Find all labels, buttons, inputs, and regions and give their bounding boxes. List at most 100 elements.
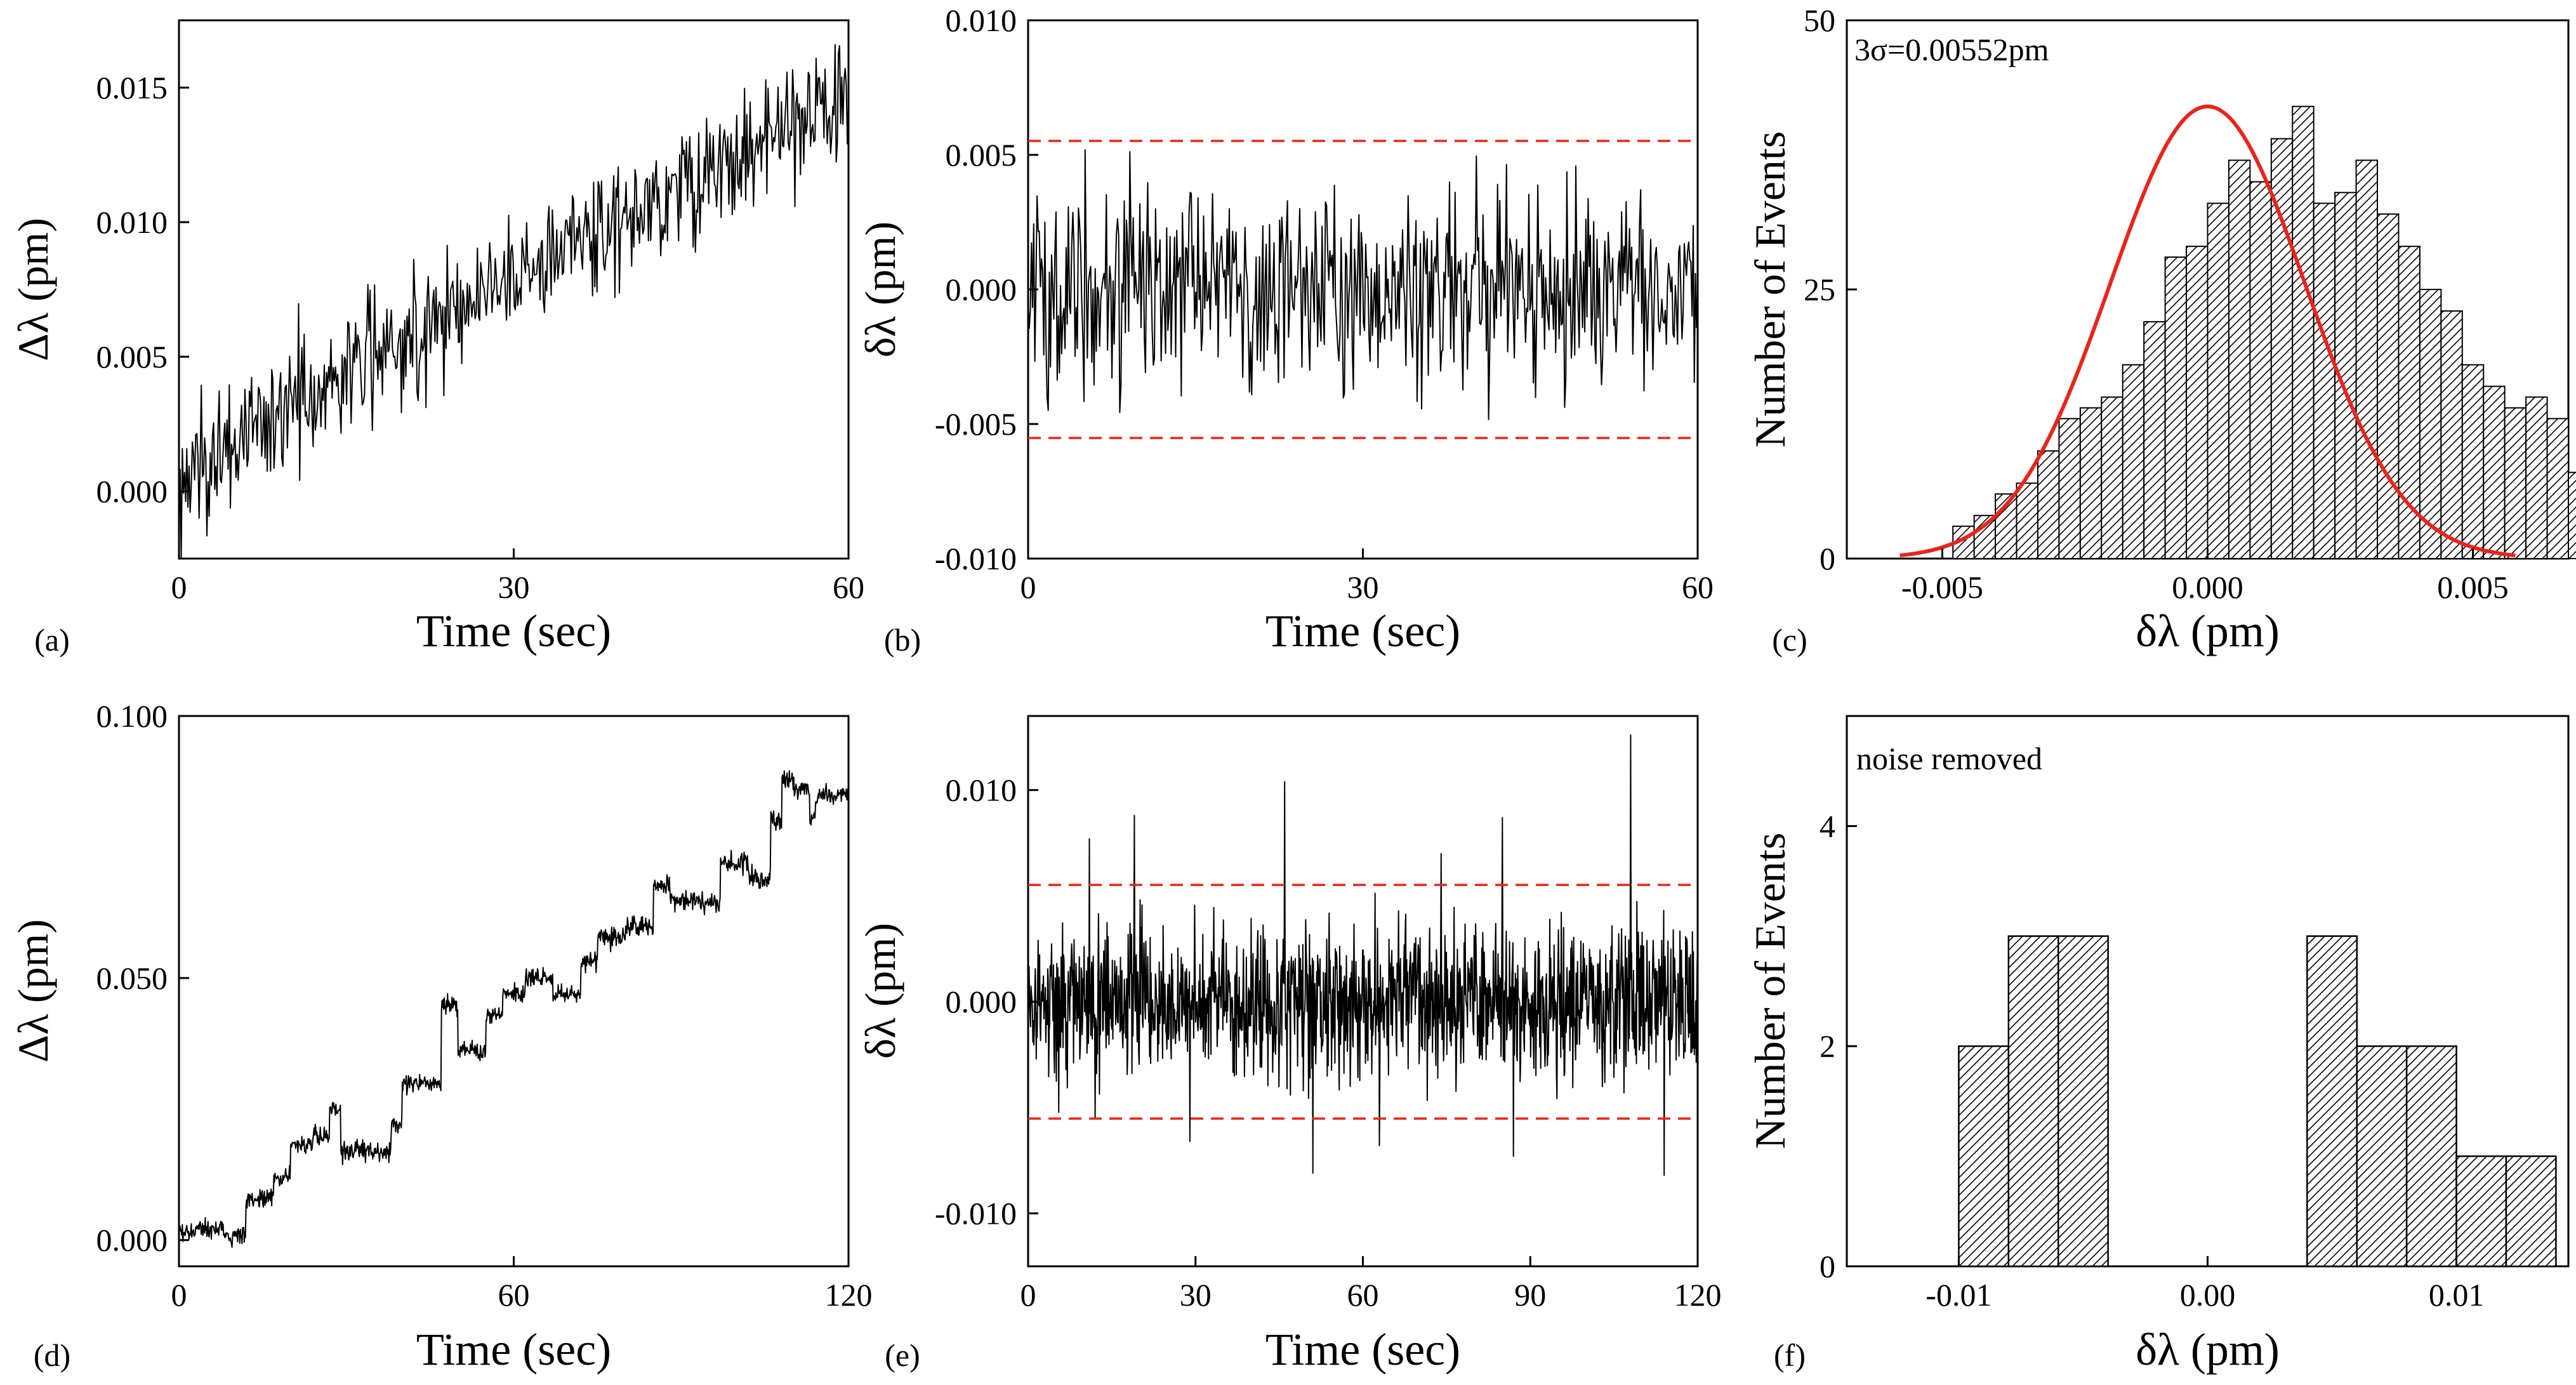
panel-e-axes: 0 30 60 90 120 -0.010 0.000 0.010: [935, 772, 1722, 1313]
histogram-bar: [2525, 396, 2548, 559]
histogram-bar: [2143, 321, 2166, 559]
data-trace: [178, 44, 849, 559]
y-tick-label: -0.005: [935, 406, 1017, 442]
y-tick-label: 0: [1820, 1249, 1835, 1284]
histogram-bar: [2483, 385, 2506, 559]
panel-c-plot: [1899, 104, 2576, 560]
data-trace: [1027, 149, 1698, 420]
panel-b-xlabel: Time (sec): [1265, 606, 1460, 656]
x-tick-label: 90: [1514, 1277, 1546, 1313]
histogram-bar: [2405, 1045, 2457, 1268]
x-tick-label: 120: [825, 1277, 873, 1313]
y-tick-label: -0.010: [935, 1196, 1017, 1231]
panel-e-xlabel: Time (sec): [1265, 1324, 1460, 1375]
histogram-bar: [2101, 396, 2124, 559]
panel-b-plot: [1027, 140, 1698, 439]
panel-d-letter: (d): [34, 1337, 70, 1373]
x-tick-label: -0.01: [1925, 1277, 1991, 1313]
x-tick-label: 60: [498, 1277, 530, 1313]
x-tick-label: 0: [171, 1277, 187, 1313]
panel-b-axes: 0 30 60 -0.010 -0.005 0.000 0.005 0.010: [935, 3, 1714, 605]
histogram-bar: [2546, 418, 2570, 560]
x-tick-label: 30: [498, 569, 530, 605]
histogram-bar: [2058, 418, 2081, 560]
histogram-bar: [2461, 364, 2485, 559]
panel-d-ylabel: Δλ (pm): [9, 919, 57, 1063]
x-tick-label: -0.005: [1901, 569, 1983, 605]
panel-a-letter: (a): [34, 622, 70, 658]
y-tick-label: 0.005: [946, 137, 1017, 173]
y-tick-label: 0.000: [96, 474, 168, 509]
x-tick-label: 120: [1674, 1277, 1722, 1313]
histogram-bar: [2186, 246, 2209, 559]
panel-e-ylabel: δλ (pm): [856, 923, 904, 1059]
x-tick-label: 0: [171, 569, 187, 605]
histogram-bar: [2207, 202, 2229, 559]
histogram-bar: [2164, 256, 2188, 559]
histogram-bar: [2270, 138, 2294, 559]
histogram-bar: [1958, 1045, 2010, 1268]
y-tick-label: 0.100: [96, 698, 168, 734]
y-tick-label: 0.000: [946, 272, 1017, 307]
histogram-bar: [2440, 310, 2463, 559]
x-tick-label: 0.00: [2180, 1277, 2236, 1313]
panel-e-plot: [1027, 734, 1698, 1176]
histogram-bar: [2419, 289, 2442, 559]
histogram-bar: [2016, 482, 2038, 560]
panel-e-letter: (e): [885, 1337, 920, 1373]
histogram-bar: [2007, 935, 2059, 1268]
panel-c: -0.005 0.000 0.005 0 25 50 δλ (pm) Number of …: [1746, 3, 2576, 658]
panel-f-axes: -0.01 0.00 0.01 0 2 4: [1820, 808, 2484, 1313]
histogram-bar: [1973, 515, 1997, 559]
x-tick-label: 0: [1020, 569, 1036, 605]
panel-f: -0.01 0.00 0.01 0 2 4 δλ (pm) Number of Event…: [1746, 715, 2570, 1375]
histogram-bar: [2122, 364, 2145, 559]
data-trace: [178, 770, 849, 1248]
y-tick-label: -0.010: [935, 541, 1017, 576]
x-tick-label: 30: [1180, 1277, 1212, 1313]
y-tick-label: 0.050: [96, 960, 168, 996]
panel-a-xlabel: Time (sec): [416, 606, 611, 656]
panel-b-letter: (b): [884, 622, 921, 658]
x-tick-label: 0.01: [2429, 1277, 2485, 1313]
histogram-bar: [2356, 1045, 2408, 1268]
panel-f-annotation: noise removed: [1856, 741, 2042, 776]
panel-d-xlabel: Time (sec): [416, 1324, 611, 1375]
y-tick-label: 0.010: [96, 204, 168, 240]
histogram-bar: [2228, 159, 2251, 560]
histogram-bar: [2313, 202, 2336, 559]
data-trace: [1027, 734, 1698, 1176]
panel-c-letter: (c): [1772, 622, 1807, 658]
histogram-bar: [2355, 159, 2379, 560]
histogram-bar: [2079, 407, 2103, 559]
panel-b-ylabel: δλ (pm): [856, 222, 904, 357]
panel-a-plot: [178, 44, 849, 559]
panel-a-ylabel: Δλ (pm): [9, 218, 57, 361]
panel-c-axes: -0.005 0.000 0.005 0 25 50: [1804, 3, 2509, 605]
x-tick-label: 60: [1347, 1277, 1379, 1313]
y-tick-label: 0: [1820, 541, 1835, 576]
gaussian-fit-curve: [1899, 104, 2516, 557]
x-tick-label: 30: [1347, 569, 1379, 605]
histogram-bar: [2455, 1155, 2507, 1268]
panel-c-ylabel: Number of Events: [1746, 131, 1794, 448]
panel-d-axes: 0 60 120 0.000 0.050 0.100: [96, 698, 873, 1313]
panel-c-annotation: 3σ=0.00552pm: [1854, 32, 2049, 67]
x-tick-label: 0.005: [2437, 569, 2509, 605]
y-tick-label: 25: [1804, 272, 1835, 307]
y-tick-label: 0.015: [96, 70, 168, 105]
y-tick-label: 2: [1820, 1028, 1835, 1064]
panel-f-ylabel: Number of Events: [1746, 833, 1794, 1150]
y-tick-label: 50: [1804, 3, 1835, 38]
panel-f-letter: (f): [1774, 1337, 1806, 1373]
histogram-bar: [2377, 213, 2400, 559]
histogram-bar: [2292, 105, 2315, 559]
panel-a: 0 30 60 0.000 0.005 0.010 0.015 Time (sec) Δλ …: [9, 19, 864, 658]
x-tick-label: 0.000: [2172, 569, 2243, 605]
y-tick-label: 0.010: [946, 772, 1017, 808]
panel-c-xlabel: δλ (pm): [2136, 606, 2280, 656]
x-tick-label: 60: [833, 569, 864, 605]
y-tick-label: 0.010: [946, 3, 1017, 38]
panel-f-xlabel: δλ (pm): [2136, 1324, 2280, 1375]
